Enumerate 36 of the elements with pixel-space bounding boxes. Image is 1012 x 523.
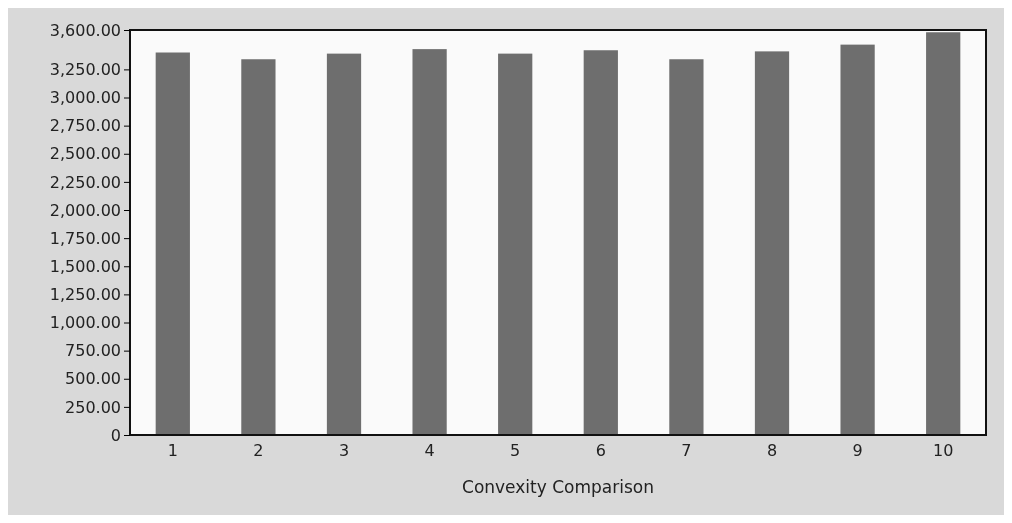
y-tick-label: 2,500.00 — [49, 144, 121, 164]
bar — [498, 53, 533, 435]
y-tick-label: 250.00 — [65, 397, 121, 417]
bar — [155, 52, 190, 435]
y-tick-label: 3,250.00 — [49, 59, 121, 79]
y-tick-label: 2,000.00 — [49, 200, 121, 220]
bar — [840, 44, 875, 435]
y-tick-label: 1,500.00 — [49, 256, 121, 276]
bar — [412, 49, 447, 435]
y-tick-label: 750.00 — [65, 341, 121, 361]
y-tick-label: 0 — [110, 425, 121, 445]
x-tick-label: 10 — [933, 441, 954, 461]
x-tick-label: 5 — [510, 441, 521, 461]
y-tick-label: 1,750.00 — [49, 228, 121, 248]
x-tick-label: 4 — [424, 441, 435, 461]
x-tick-label: 8 — [766, 441, 778, 461]
y-tick-label: 2,250.00 — [49, 172, 121, 192]
y-tick-label: 500.00 — [65, 369, 121, 389]
x-tick-label: 7 — [681, 441, 692, 461]
x-axis-title: Convexity Comparison — [462, 477, 654, 497]
bar — [926, 32, 961, 435]
bar — [583, 50, 618, 435]
x-tick-label: 3 — [338, 441, 350, 461]
y-tick-label: 3,600.00 — [49, 20, 121, 40]
bar — [326, 53, 362, 435]
x-tick-label: 6 — [595, 441, 606, 461]
x-tick-label: 1 — [167, 441, 178, 461]
y-tick-label: 1,000.00 — [49, 313, 121, 333]
bar — [754, 51, 790, 435]
bar — [241, 59, 276, 435]
x-tick-label: 9 — [852, 441, 863, 461]
y-tick-label: 3,000.00 — [49, 88, 121, 108]
y-tick-label: 2,750.00 — [49, 116, 121, 136]
x-tick-label: 2 — [253, 441, 264, 461]
bar — [669, 59, 704, 435]
y-tick-label: 1,250.00 — [49, 284, 121, 304]
